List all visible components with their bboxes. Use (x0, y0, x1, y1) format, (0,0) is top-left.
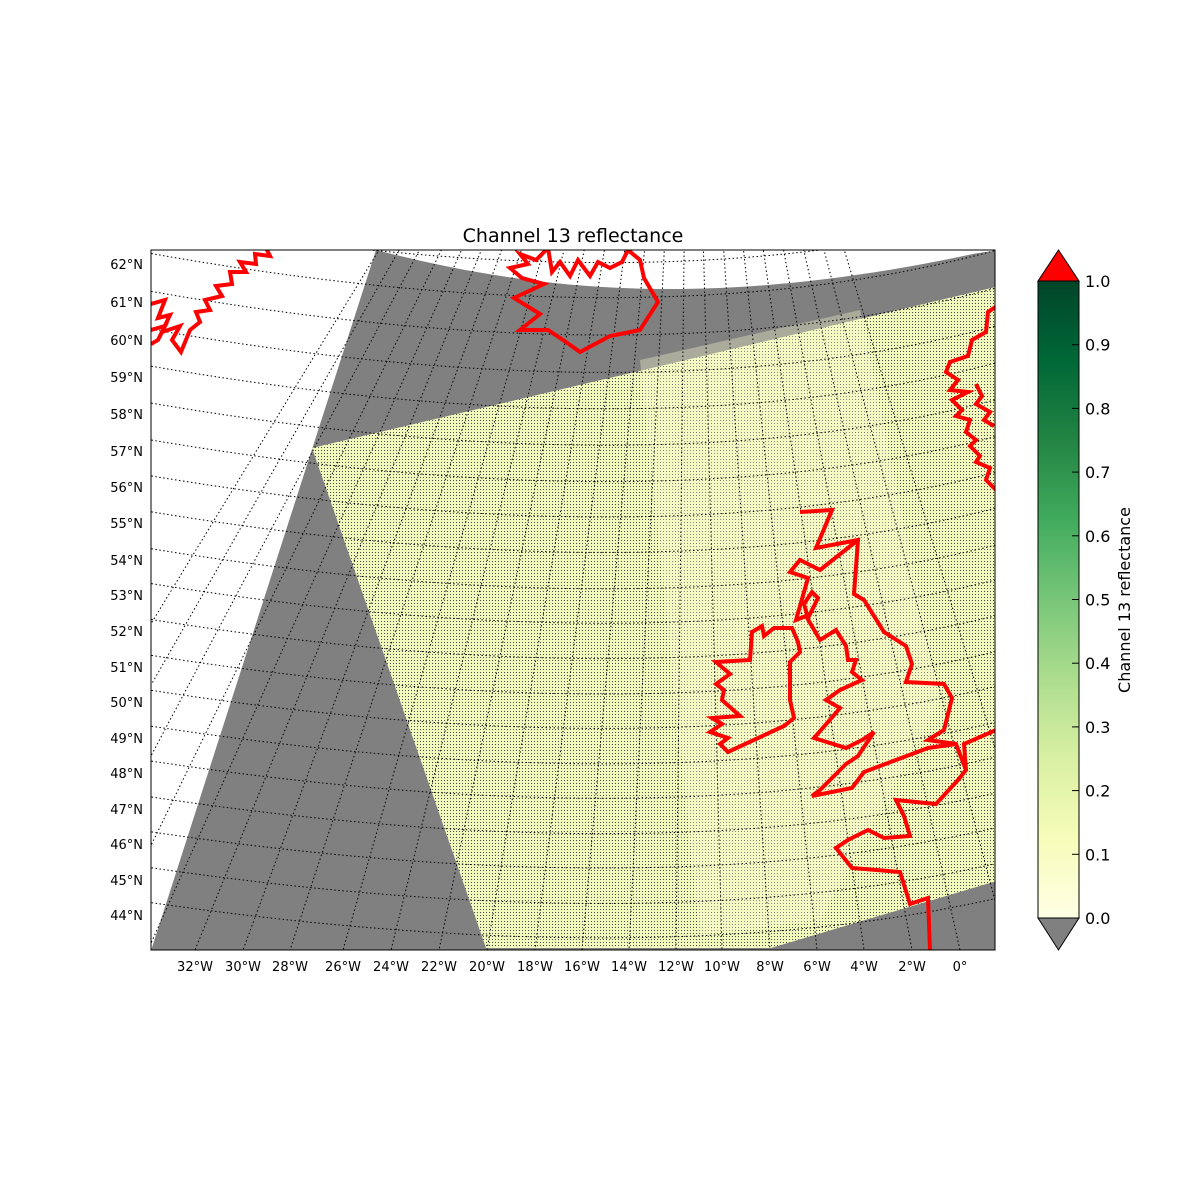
meridian-line (194, 250, 482, 950)
satellite-swath (312, 287, 995, 948)
iceland-coastline (505, 250, 661, 355)
meridian-line (843, 250, 995, 751)
colorbar-tick-label: 0.4 (1085, 654, 1110, 673)
longitude-label: 32°W (177, 960, 213, 975)
latitude-labels: 62°N 61°N 60°N 59°N 58°N 57°N 56°N 55°N 54°N 53°N… (110, 258, 143, 924)
latitude-label: 50°N (110, 696, 143, 711)
meridian-line (151, 250, 400, 687)
parallel-line (151, 863, 995, 904)
colorbar-tick-label: 0.8 (1085, 399, 1110, 418)
meridian-line (438, 250, 585, 950)
ireland-coastline (705, 622, 803, 755)
longitude-label: 30°W (225, 960, 261, 975)
france-coast-west (994, 717, 995, 718)
longitude-label: 6°W (803, 960, 831, 975)
meridian-line (723, 250, 771, 950)
norway-coastline (943, 304, 995, 492)
greenland-inlet (151, 322, 169, 346)
meridian-line (151, 250, 420, 757)
latitude-label: 49°N (110, 732, 143, 747)
colorbar-tick-label: 0.0 (1085, 909, 1110, 928)
colorbar-extend-max (1037, 249, 1080, 282)
latitude-label: 60°N (110, 334, 143, 349)
latitude-label: 59°N (110, 371, 143, 386)
colorbar-tick-label: 1.0 (1085, 272, 1110, 291)
colorbar-extend-min (1037, 917, 1080, 951)
latitude-label: 57°N (110, 445, 143, 460)
longitude-label: 2°W (898, 960, 926, 975)
latitude-label: 56°N (110, 481, 143, 496)
latitude-label: 53°N (110, 589, 143, 604)
meridian-line (342, 250, 545, 950)
longitude-label: 0° (953, 960, 968, 975)
longitude-label: 24°W (373, 960, 409, 975)
meridian-line (534, 250, 626, 950)
swath-bright-band (640, 310, 940, 935)
longitude-label: 8°W (756, 960, 784, 975)
longitude-label: 4°W (850, 960, 878, 975)
longitude-label: 14°W (611, 960, 647, 975)
latitude-label: 58°N (110, 408, 143, 423)
colorbar-tick-label: 0.3 (1085, 718, 1110, 737)
latitude-label: 45°N (110, 874, 143, 889)
meridian-line (762, 250, 865, 950)
meridian-line (151, 250, 442, 847)
meridian-line (151, 250, 380, 625)
latitude-label: 61°N (110, 296, 143, 311)
latitude-label: 48°N (110, 767, 143, 782)
map-title: Channel 13 reflectance (463, 225, 684, 247)
longitude-label: 20°W (469, 960, 505, 975)
colorbar-ticks: 0.0 0.1 0.2 0.3 0.4 0.5 0.6 0.7 0.8 0.9 1.0 (1072, 272, 1110, 928)
wales-inlet (801, 588, 821, 624)
colorbar: 0.0 0.1 0.2 0.3 0.4 0.5 0.6 0.7 0.8 0.9 1.0 Channe… (1037, 249, 1134, 951)
colorbar-tick-label: 0.9 (1085, 336, 1110, 355)
meridian-line (486, 250, 605, 950)
meridian-line (675, 250, 685, 950)
longitude-label: 22°W (421, 960, 457, 975)
longitude-label: 10°W (704, 960, 740, 975)
longitude-label: 28°W (272, 960, 308, 975)
colorbar-tick-label: 0.5 (1085, 591, 1110, 610)
colorbar-tick-label: 0.7 (1085, 463, 1110, 482)
meridian-line (390, 250, 565, 950)
map-frame (150, 249, 996, 951)
norway-fjords (973, 383, 995, 428)
meridian-gridlines (151, 250, 995, 950)
meridian-line (628, 250, 665, 950)
great-britain-west (786, 538, 957, 798)
latitude-label: 62°N (110, 258, 143, 273)
map-area (151, 250, 995, 950)
longitude-label: 12°W (658, 960, 694, 975)
latitude-label: 44°N (110, 909, 143, 924)
latitude-label: 54°N (110, 554, 143, 569)
colorbar-tick-label: 0.1 (1085, 845, 1110, 864)
colorbar-tick-label: 0.2 (1085, 782, 1110, 801)
longitude-label: 16°W (564, 960, 600, 975)
latitude-label: 47°N (110, 803, 143, 818)
parallel-line (151, 898, 995, 939)
meridian-line (783, 250, 913, 950)
latitude-label: 46°N (110, 838, 143, 853)
latitude-label: 52°N (110, 625, 143, 640)
longitude-label: 26°W (325, 960, 361, 975)
parallel-gridlines (151, 250, 995, 939)
longitude-label: 18°W (517, 960, 553, 975)
great-britain-coastline (799, 507, 969, 950)
meridian-line (702, 250, 723, 950)
france-coastline (961, 728, 995, 771)
longitude-labels: 32°W 30°W 28°W 26°W 24°W 22°W 20°W 18°W 16°W 14°W… (177, 960, 967, 975)
latitude-label: 51°N (110, 661, 143, 676)
colorbar-label: Channel 13 reflectance (1115, 507, 1134, 693)
latitude-label: 55°N (110, 517, 143, 532)
colorbar-tick-label: 0.6 (1085, 527, 1110, 546)
coastlines (151, 250, 995, 950)
